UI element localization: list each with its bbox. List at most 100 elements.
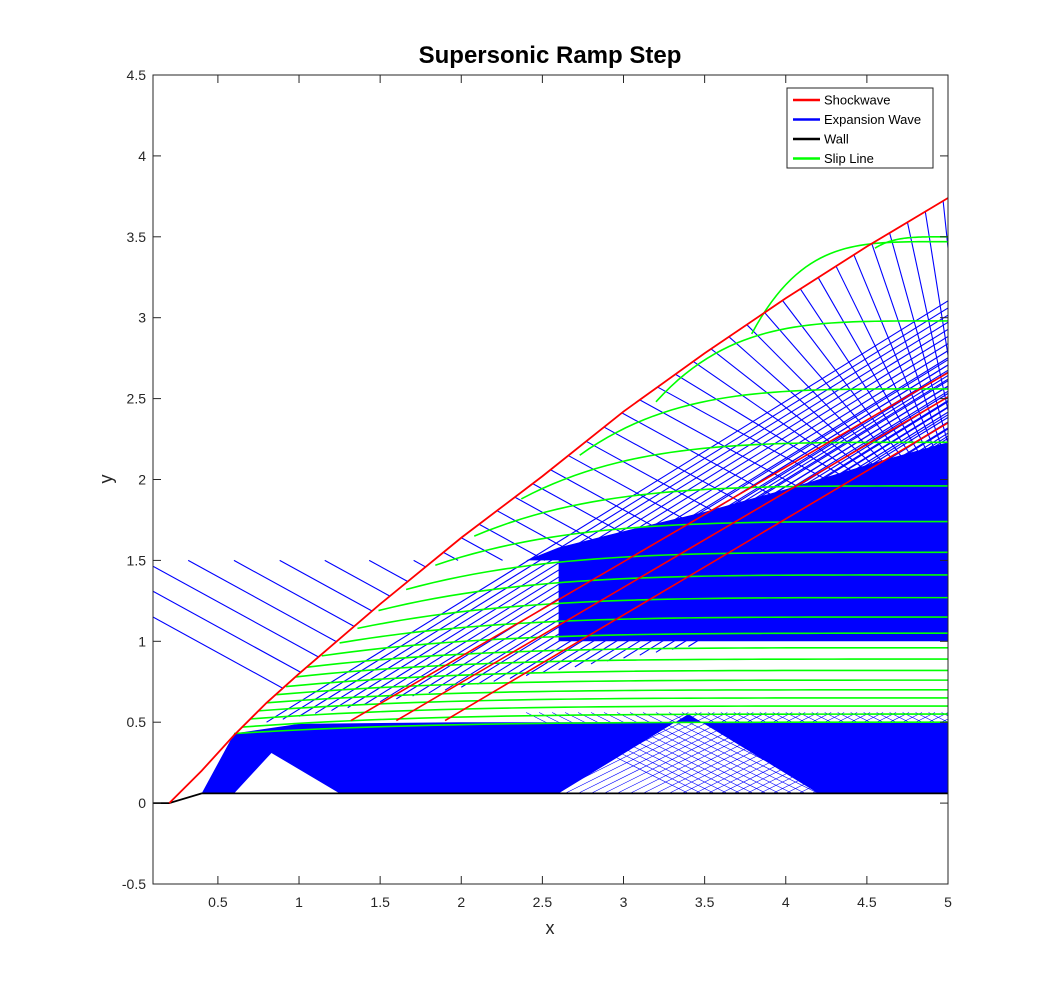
slip-line bbox=[307, 646, 948, 668]
x-tick-label: 2 bbox=[457, 894, 465, 910]
legend-box bbox=[786, 87, 934, 169]
expansion-wave-line bbox=[1006, 712, 1064, 793]
expansion-wave-line bbox=[876, 757, 948, 794]
expansion-wave-line bbox=[915, 712, 948, 730]
expansion-wave-line bbox=[811, 712, 948, 781]
expansion-wave-line bbox=[187, 559, 337, 643]
x-axis-ticks: 0.5 1 1.5 2 2.5 3 3.5 4 4.5 5 bbox=[208, 75, 952, 910]
expansion-wave-line bbox=[1006, 712, 1064, 793]
expansion-wave-line bbox=[720, 385, 948, 527]
expansion-wave-line bbox=[889, 763, 948, 794]
x-axis-label: x bbox=[546, 918, 555, 938]
secondary-shockwave-line bbox=[395, 396, 948, 722]
slip-line bbox=[435, 520, 948, 567]
expansion-wave-line bbox=[282, 307, 948, 720]
legend: Shockwave Expansion Wave Wall Slip Line bbox=[786, 87, 934, 169]
expansion-wave-line bbox=[778, 401, 948, 507]
expansion-wave-line bbox=[606, 449, 948, 662]
expansion-wave-line bbox=[642, 364, 948, 555]
expansion-wave-line bbox=[444, 378, 948, 691]
expansion-wave-line bbox=[550, 469, 716, 561]
expansion-wave-line bbox=[954, 712, 1064, 793]
expansion-wave-line bbox=[623, 456, 948, 659]
x-tick-label: 1.5 bbox=[370, 894, 390, 910]
expansion-wave-line bbox=[413, 559, 426, 568]
expansion-wave-line bbox=[876, 712, 948, 749]
slip-line bbox=[473, 485, 948, 537]
expansion-wave-line bbox=[799, 288, 948, 513]
expansion-wave-line bbox=[1032, 712, 1064, 793]
expansion-wave-line bbox=[603, 712, 767, 794]
expansion-wave-line bbox=[461, 537, 503, 561]
expansion-wave-line bbox=[720, 712, 884, 794]
expansion-wave-line bbox=[509, 407, 948, 679]
expansion-wave-line bbox=[889, 232, 948, 446]
expansion-wave-line bbox=[662, 369, 948, 548]
expansion-wave-line bbox=[928, 712, 948, 723]
expansion-wave-line bbox=[733, 712, 897, 794]
expansion-wave-line bbox=[895, 432, 948, 466]
legend-label: Shockwave bbox=[824, 93, 890, 108]
secondary-shockwave-line bbox=[350, 372, 948, 722]
slip-line bbox=[234, 721, 948, 735]
expansion-wave-line bbox=[1032, 712, 1064, 793]
expansion-wave-line bbox=[850, 712, 948, 762]
y-tick-label: 1 bbox=[138, 633, 146, 649]
y-tick-label: 0 bbox=[138, 795, 146, 811]
expansion-wave-line bbox=[934, 442, 948, 453]
expansion-wave-line bbox=[772, 712, 936, 794]
x-tick-label: 0.5 bbox=[208, 894, 228, 910]
expansion-wave-grid bbox=[153, 200, 948, 723]
y-tick-label: 3.5 bbox=[127, 229, 147, 245]
expansion-wave-line bbox=[915, 437, 948, 459]
expansion-wave-line bbox=[746, 712, 910, 794]
expansion-wave-line bbox=[967, 712, 1064, 793]
expansion-wave-line bbox=[876, 427, 948, 473]
expansion-wave-line bbox=[980, 712, 1064, 793]
slip-line bbox=[357, 596, 948, 630]
slip-line bbox=[579, 388, 948, 456]
y-tick-label: 3 bbox=[138, 310, 146, 326]
expansion-wave-line bbox=[428, 371, 948, 694]
expansion-wave-line bbox=[681, 712, 845, 794]
secondary-shockwave-line bbox=[444, 422, 948, 722]
expansion-wave-line bbox=[798, 712, 948, 788]
y-tick-label: 4 bbox=[138, 148, 146, 164]
expansion-wave-line bbox=[785, 712, 948, 794]
expansion-wave-line bbox=[694, 712, 858, 794]
expansion-wave-line bbox=[539, 712, 702, 794]
expansion-wave-line bbox=[980, 712, 1064, 793]
slip-line bbox=[276, 679, 948, 696]
expansion-wave-line bbox=[928, 783, 948, 794]
expansion-wave-line bbox=[902, 712, 948, 736]
slip-line bbox=[874, 236, 948, 249]
expansion-wave-line bbox=[324, 559, 391, 597]
y-tick-label: 2.5 bbox=[127, 391, 147, 407]
expansion-wave-line bbox=[655, 712, 819, 794]
expansion-wave-line bbox=[590, 712, 754, 794]
slip-line bbox=[321, 632, 948, 657]
expansion-wave-line bbox=[764, 312, 948, 524]
expansion-wave-line bbox=[863, 712, 948, 755]
slip-line bbox=[655, 320, 948, 403]
expansion-wave-line bbox=[368, 559, 408, 583]
expansion-wave-line bbox=[642, 712, 806, 794]
expansion-wave-line bbox=[782, 300, 948, 519]
slip-line bbox=[258, 697, 948, 712]
expansion-wave-line bbox=[514, 496, 631, 561]
expansion-wave-line bbox=[1019, 712, 1064, 793]
expansion-wave-line bbox=[941, 712, 948, 717]
expansion-wave-line bbox=[924, 211, 948, 359]
slip-line bbox=[378, 574, 948, 612]
expansion-wave-line bbox=[526, 712, 689, 794]
expansion-wave-line bbox=[496, 510, 588, 561]
expansion-wave-line bbox=[574, 435, 948, 668]
expansion-wave-line bbox=[824, 712, 948, 775]
y-axis-label: y bbox=[96, 475, 116, 484]
x-tick-label: 3 bbox=[620, 894, 628, 910]
expansion-wave-line bbox=[889, 712, 948, 742]
expansion-wave-line bbox=[993, 712, 1064, 793]
expansion-wave-line bbox=[692, 360, 948, 539]
expansion-wave-line bbox=[668, 712, 832, 794]
